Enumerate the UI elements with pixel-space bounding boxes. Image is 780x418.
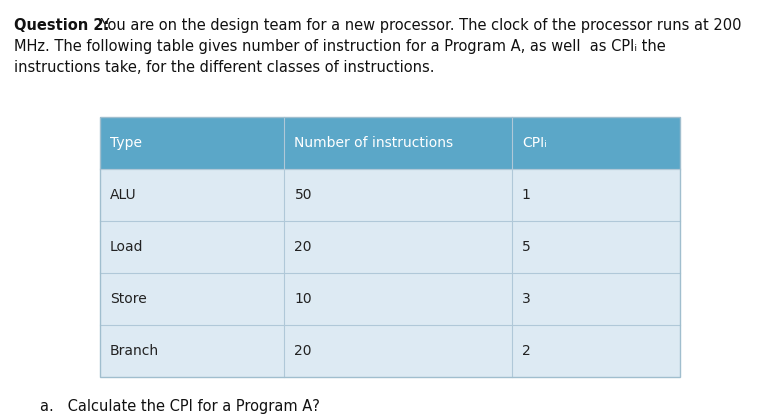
Bar [100,169,680,221]
Bar [100,325,680,377]
Text: You are on the design team for a new processor. The clock of the processor runs : You are on the design team for a new pro… [96,18,742,33]
Text: Question 2:: Question 2: [14,18,109,33]
Text: CPIᵢ: CPIᵢ [522,136,547,150]
Point [675,166,685,171]
Text: Number of instructions: Number of instructions [294,136,453,150]
Bar [100,221,680,273]
Point [675,270,685,275]
Text: Branch: Branch [110,344,159,358]
Text: Store: Store [110,292,147,306]
Text: Load: Load [110,240,144,254]
Bar [100,117,680,377]
Point [507,115,516,120]
Text: Type: Type [110,136,142,150]
Bar [100,273,680,325]
Point [280,375,289,380]
Text: 20: 20 [294,344,312,358]
Point [675,323,685,328]
Text: 1: 1 [522,188,530,202]
Point [675,166,685,171]
Point [507,375,516,380]
Bar [100,117,680,169]
Text: 3: 3 [522,292,530,306]
Point [95,219,105,224]
Point [280,115,289,120]
Text: 5: 5 [522,240,530,254]
Text: 50: 50 [294,188,312,202]
Point [95,166,105,171]
Text: instructions take, for the different classes of instructions.: instructions take, for the different cla… [14,60,434,75]
Text: MHz. The following table gives number of instruction for a Program A, as well  a: MHz. The following table gives number of… [14,39,666,54]
Point [95,166,105,171]
Text: 20: 20 [294,240,312,254]
Text: 10: 10 [294,292,312,306]
Text: a.   Calculate the CPI for a Program A?: a. Calculate the CPI for a Program A? [40,399,320,414]
Point [675,219,685,224]
Text: ALU: ALU [110,188,136,202]
Text: 2: 2 [522,344,530,358]
Point [95,323,105,328]
Point [95,270,105,275]
